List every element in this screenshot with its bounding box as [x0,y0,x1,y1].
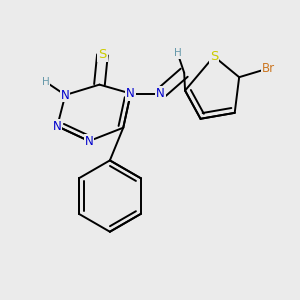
Text: N: N [53,120,62,133]
Text: N: N [61,88,70,101]
Text: N: N [85,135,93,148]
Text: S: S [98,48,106,62]
Text: S: S [210,50,218,63]
Text: H: H [41,76,49,87]
Text: N: N [156,87,165,100]
Text: N: N [126,87,135,100]
Text: Br: Br [262,62,275,75]
Text: H: H [174,48,182,59]
